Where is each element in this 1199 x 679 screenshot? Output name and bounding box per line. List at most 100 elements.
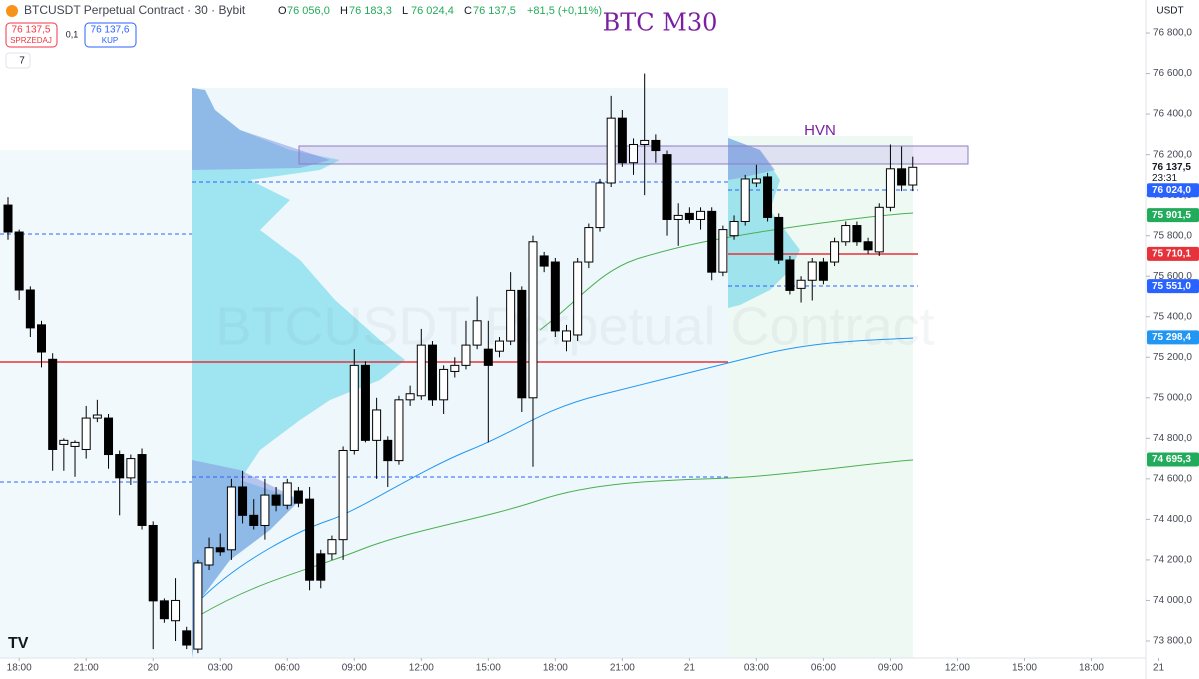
candle-body — [807, 261, 817, 281]
chart-title: BTC M30 — [603, 9, 718, 37]
buy-button[interactable] — [84, 22, 137, 48]
change: +81,5 (+0,11%) — [527, 5, 602, 17]
x-tick-label: 15:00 — [476, 663, 501, 674]
candle-body — [115, 454, 125, 479]
ohlc-key: C — [464, 5, 472, 17]
moving-average — [199, 337, 914, 601]
y-tick-label: 74 800,0 — [1153, 433, 1192, 444]
candle-body — [25, 289, 35, 329]
moving-average — [539, 212, 914, 331]
candle-body — [662, 154, 672, 220]
x-tick-label: 09:00 — [878, 663, 903, 674]
x-tick-label: 12:00 — [409, 663, 434, 674]
candle-body — [427, 344, 437, 401]
price-tag — [1147, 183, 1199, 198]
ohlc-key: H — [340, 5, 348, 17]
ohlc-value: 76 056,0 — [287, 5, 330, 17]
candle-body — [137, 454, 147, 526]
candle-body — [863, 241, 873, 251]
buy-label[interactable]: KUP — [102, 36, 118, 45]
candle-body — [908, 166, 918, 186]
countdown: 23:31 — [1152, 173, 1177, 184]
candle-body — [684, 212, 694, 220]
candle-body — [104, 417, 114, 456]
session-area — [0, 150, 192, 658]
candle-body — [573, 261, 583, 336]
candle-body — [182, 630, 192, 646]
candle-body — [349, 364, 359, 451]
candle-body — [461, 344, 471, 366]
candle-body — [81, 417, 91, 450]
candle-body — [282, 482, 292, 506]
candle-body — [327, 539, 337, 555]
logo: TV — [8, 635, 29, 652]
y-tick-label: 74 200,0 — [1153, 555, 1192, 566]
x-tick-label: 06:00 — [275, 663, 300, 674]
y-tick-label: 74 600,0 — [1153, 473, 1192, 484]
price-tag — [1147, 452, 1199, 467]
x-tick-label: 03:00 — [744, 663, 769, 674]
ohlc-value: 76 024,4 — [411, 5, 454, 17]
candle-body — [885, 168, 895, 208]
x-tick-label: 15:00 — [1012, 663, 1037, 674]
buy-price[interactable]: 76 137,6 — [91, 25, 130, 36]
symbol-icon — [6, 5, 18, 17]
price-tag — [1147, 208, 1199, 223]
candle-body — [226, 486, 236, 551]
sell-label[interactable]: SPRZEDAJ — [10, 36, 52, 45]
candle-body — [439, 368, 449, 401]
x-tick-label: 18:00 — [1079, 663, 1104, 674]
candle-body — [539, 255, 549, 267]
candle-body — [37, 324, 47, 353]
ohlc-value: 76 183,3 — [349, 5, 392, 17]
y-tick-label: 74 400,0 — [1153, 514, 1192, 525]
y-tick-label: 75 000,0 — [1153, 392, 1192, 403]
x-tick-label: 06:00 — [811, 663, 836, 674]
candle-body — [874, 206, 884, 253]
candle-body — [617, 117, 627, 164]
currency[interactable]: USDT — [1156, 6, 1183, 17]
y-tick-label: 76 800,0 — [1153, 28, 1192, 39]
sell-button[interactable] — [5, 22, 58, 48]
candle-body — [372, 409, 382, 441]
candle-body — [550, 261, 560, 332]
price-tag-label: 76 024,0 — [1152, 185, 1191, 196]
candle-body — [70, 441, 80, 447]
price-tag-label: 74 695,3 — [1152, 454, 1191, 465]
indicators-toggle[interactable] — [5, 52, 31, 69]
candle-body — [818, 261, 828, 281]
candle-body — [416, 344, 426, 397]
candle-body — [383, 439, 393, 462]
y-tick-label: 74 000,0 — [1153, 595, 1192, 606]
candle-body — [472, 320, 482, 346]
candle-body — [796, 279, 806, 289]
price-tag-label: 75 298,4 — [1152, 332, 1191, 343]
candle-body — [673, 214, 683, 220]
price-tag-label: 76 137,5 — [1152, 162, 1191, 173]
candle-body — [595, 182, 605, 229]
symbol[interactable]: BTCUSDT Perpetual Contract · 30 · Bybit — [24, 3, 246, 17]
candle-body — [3, 204, 13, 233]
price-tag-label: 75 551,0 — [1152, 281, 1191, 292]
sell-price[interactable]: 76 137,5 — [12, 25, 51, 36]
x-tick-label: 21:00 — [610, 663, 635, 674]
candle-body — [852, 225, 862, 243]
candle-body — [14, 231, 24, 291]
candle-body — [562, 330, 571, 342]
candle-body — [640, 139, 650, 145]
price-tag-label: 75 901,5 — [1152, 210, 1191, 221]
candle-body — [215, 547, 225, 553]
candle-body — [305, 498, 315, 581]
x-tick-label: 20 — [148, 663, 160, 674]
price-tag — [1147, 160, 1199, 175]
y-tick-label: 75 800,0 — [1153, 230, 1192, 241]
candle-body — [774, 216, 784, 261]
price-tag-label: 75 710,1 — [1152, 249, 1191, 260]
candle-body — [494, 340, 504, 352]
x-tick-label: 18:00 — [543, 663, 568, 674]
indicator-count[interactable]: 7 — [19, 56, 25, 67]
hvn-label: HVN — [804, 122, 836, 139]
candle-body — [126, 458, 136, 479]
y-tick-label: 75 200,0 — [1153, 352, 1192, 363]
volume-profile — [192, 460, 300, 658]
